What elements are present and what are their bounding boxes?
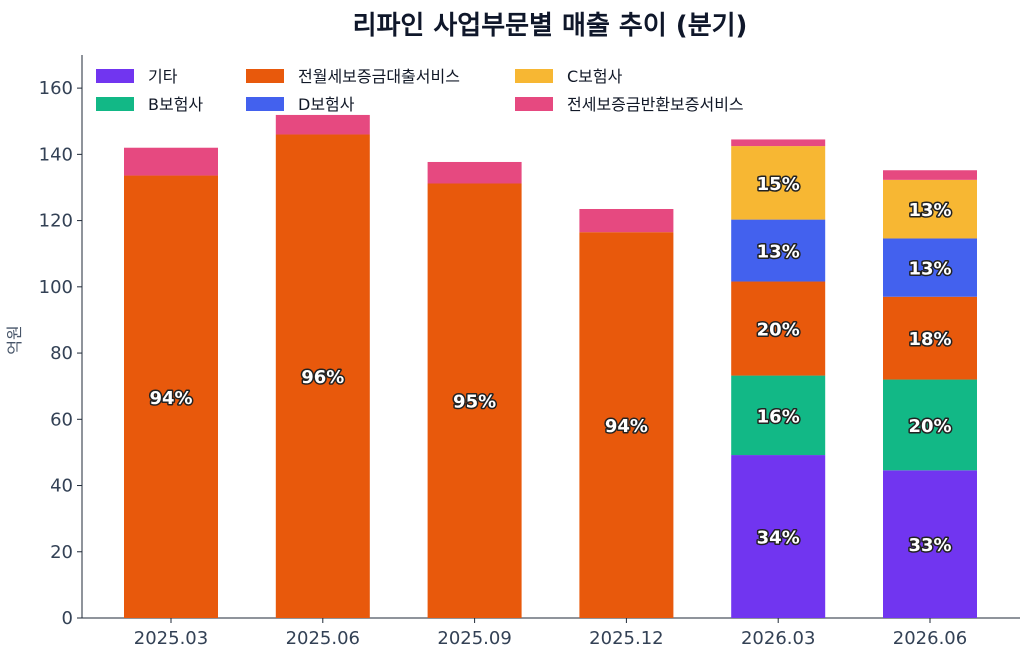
legend-label: 기타 xyxy=(148,67,178,86)
bar-segment-2-0 xyxy=(124,175,218,619)
bar-segment-5-1 xyxy=(275,114,370,135)
legend: 기타 전월세보증금대출서비스 C보험사 B보험사 D보험사 전세보증금반환보증서비스 xyxy=(96,67,744,114)
bar-data-label-2-4: 20% xyxy=(757,320,800,341)
y-tick-label: 120 xyxy=(39,211,73,232)
bar-labels-layer: 94% 96% 95% 94% 34% 16% 20% 13% 15% 33% 20% 18% 13% 1… xyxy=(148,172,953,557)
bar-data-label-2-3: 94% xyxy=(605,416,648,437)
legend-item-1: 전월세보증금대출서비스 xyxy=(246,67,460,86)
bar-segment-1-5 xyxy=(883,379,977,471)
bar-segment-2-3 xyxy=(579,232,674,618)
legend-label: 전월세보증금대출서비스 xyxy=(298,67,460,86)
x-tick-label: 2025.09 xyxy=(437,628,511,649)
chart-title: 리파인 사업부문별 매출 추이 (분기) xyxy=(353,11,748,41)
bar-data-label-3-5: 13% xyxy=(908,259,951,280)
legend-swatch xyxy=(96,97,134,111)
bar-segment-3-4 xyxy=(731,219,826,282)
bar-data-label-1-4: 16% xyxy=(757,406,800,427)
bar-segment-5-2 xyxy=(427,161,522,184)
bar-segment-4-4 xyxy=(731,146,826,220)
legend-label: 전세보증금반환보증서비스 xyxy=(567,95,744,114)
legend-swatch xyxy=(246,69,284,83)
axes: 0 20 40 60 80 100 120 140 160 2025.03 2025.06 2025.… xyxy=(39,55,1020,649)
legend-item-0: 기타 xyxy=(96,67,178,86)
bar-data-label-2-2: 95% xyxy=(453,392,496,413)
legend-swatch xyxy=(246,97,284,111)
legend-label: C보험사 xyxy=(567,67,623,86)
x-tick-label: 2025.03 xyxy=(134,628,208,649)
bar-data-label-4-4: 15% xyxy=(757,174,800,195)
bar-segment-2-5 xyxy=(883,296,977,380)
x-tick-label: 2026.06 xyxy=(893,628,967,649)
x-tick-label: 2026.03 xyxy=(741,628,815,649)
y-tick-label: 60 xyxy=(50,409,73,430)
y-tick-label: 80 xyxy=(50,343,73,364)
bar-segment-2-4 xyxy=(731,281,826,376)
bar-segment-5-0 xyxy=(124,147,218,176)
legend-item-2: C보험사 xyxy=(515,67,623,86)
bar-data-label-4-5: 13% xyxy=(908,200,951,221)
y-tick-label: 20 xyxy=(50,542,73,563)
y-axis-label: 억원 xyxy=(5,325,24,354)
bar-segment-5-5 xyxy=(883,170,977,180)
bar-data-label-2-0: 94% xyxy=(149,388,192,409)
x-tick-label: 2025.12 xyxy=(589,628,663,649)
bar-data-label-0-5: 33% xyxy=(908,535,951,556)
bar-segment-4-5 xyxy=(883,179,977,239)
bar-segment-0-5 xyxy=(883,470,977,618)
bar-segment-1-4 xyxy=(731,375,826,456)
x-tick-label: 2025.06 xyxy=(286,628,360,649)
legend-label: D보험사 xyxy=(298,95,355,114)
y-tick-label: 100 xyxy=(39,277,73,298)
bar-segment-5-3 xyxy=(579,208,674,233)
y-tick-label: 0 xyxy=(62,608,73,629)
bar-data-label-3-4: 13% xyxy=(757,242,800,263)
bar-data-label-0-4: 34% xyxy=(757,528,800,549)
bar-data-label-2-1: 96% xyxy=(301,367,344,388)
bar-segment-0-4 xyxy=(731,455,826,618)
legend-label: B보험사 xyxy=(148,95,203,114)
bars-layer xyxy=(124,114,977,619)
y-tick-label: 160 xyxy=(39,78,73,99)
legend-swatch xyxy=(515,69,553,83)
bar-segment-3-5 xyxy=(883,238,977,297)
bar-segment-2-2 xyxy=(427,183,522,619)
bar-segment-5-4 xyxy=(731,139,826,147)
legend-swatch xyxy=(96,69,134,83)
y-tick-label: 140 xyxy=(39,144,73,165)
y-tick-label: 40 xyxy=(50,476,73,497)
legend-item-5: 전세보증금반환보증서비스 xyxy=(515,95,744,114)
legend-swatch xyxy=(515,97,553,111)
bar-segment-2-1 xyxy=(275,134,370,618)
bar-data-label-1-5: 20% xyxy=(908,416,951,437)
bar-data-label-2-5: 18% xyxy=(908,329,951,350)
legend-item-3: B보험사 xyxy=(96,95,203,114)
legend-item-4: D보험사 xyxy=(246,95,355,114)
